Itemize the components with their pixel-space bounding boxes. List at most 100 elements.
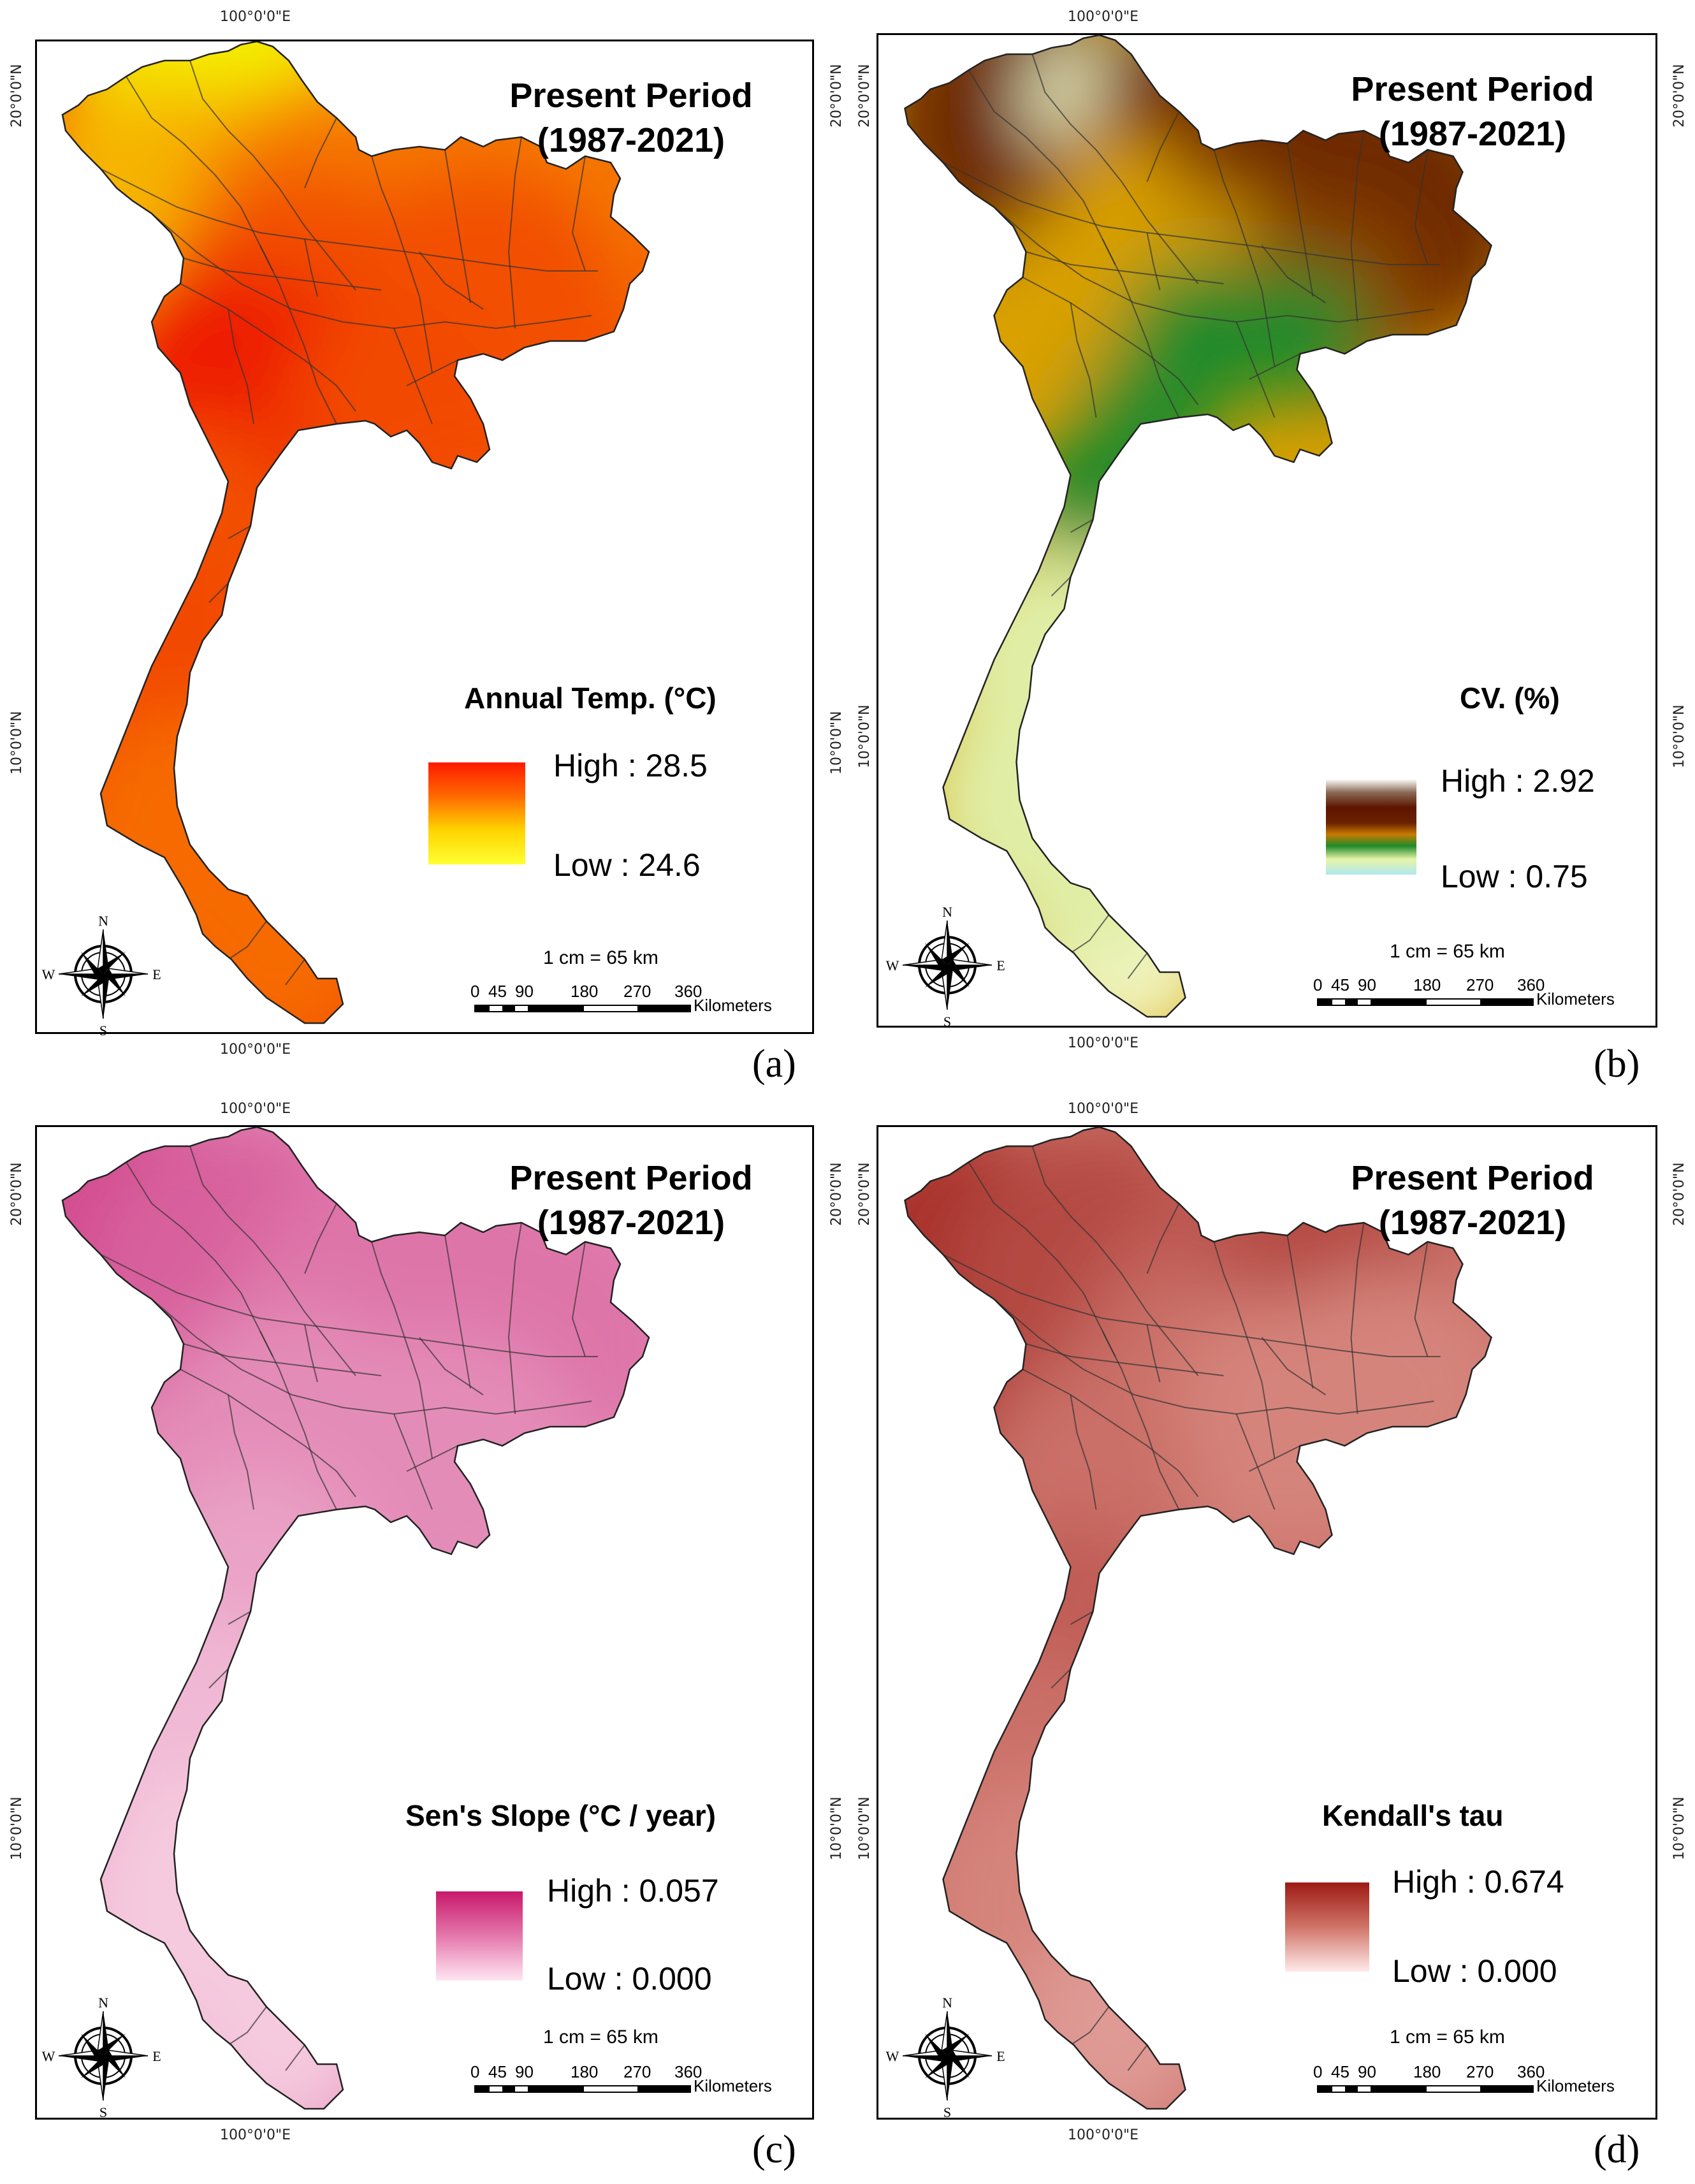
- scale-bar: [474, 2085, 691, 2093]
- title-line-2: (1987-2021): [537, 121, 725, 159]
- legend-low: Low : 24.6: [553, 847, 701, 883]
- compass-n-label: N: [942, 1995, 952, 2011]
- panel-label: (a): [752, 1042, 796, 1086]
- map-frame: [35, 1125, 814, 2120]
- panel-label: (c): [752, 2128, 796, 2171]
- legend-title: Sen's Slope (°C / year): [405, 1799, 716, 1832]
- scale-ratio: 1 cm = 65 km: [543, 2027, 658, 2048]
- lat-label-right-mid: 10°0'0"N: [829, 711, 845, 775]
- scale-tick-0: 0: [1313, 975, 1323, 994]
- compass-rose-icon: N S E W: [42, 913, 161, 1038]
- scale-tick-180: 180: [571, 982, 599, 1001]
- lat-label-left-mid: 10°0'0"N: [9, 1796, 25, 1860]
- scale-tick-360: 360: [674, 2062, 702, 2081]
- lon-label-top: 100°0'0"E: [220, 9, 291, 25]
- scale-tick-270: 270: [1466, 975, 1494, 994]
- legend-low: Low : 0.75: [1441, 859, 1588, 894]
- legend-low: Low : 0.000: [547, 1961, 712, 1997]
- compass-n-label: N: [942, 904, 952, 920]
- scale-unit: Kilometers: [694, 2076, 772, 2095]
- lat-label-left-top: 20°0'0"N: [857, 1162, 873, 1226]
- lat-label-right-mid: 10°0'0"N: [1671, 1796, 1687, 1860]
- scale-tick-90: 90: [1358, 975, 1376, 994]
- compass-w-label: W: [42, 966, 55, 982]
- scale-unit: Kilometers: [1536, 989, 1615, 1008]
- lat-label-right-top: 20°0'0"N: [1671, 64, 1687, 127]
- lat-label-left-mid: 10°0'0"N: [857, 704, 873, 768]
- lat-label-left-top: 20°0'0"N: [9, 64, 25, 127]
- scale-tick-45: 45: [488, 2062, 507, 2081]
- scale-tick-180: 180: [1413, 2062, 1441, 2081]
- compass-w-label: W: [42, 2048, 55, 2064]
- lat-label-left-top: 20°0'0"N: [857, 64, 873, 127]
- scale-tick-270: 270: [1466, 2062, 1494, 2081]
- legend-color-ramp: [1285, 1882, 1369, 1972]
- scale-tick-0: 0: [1313, 2062, 1323, 2081]
- scale-tick-90: 90: [515, 982, 534, 1001]
- compass-s-label: S: [99, 1023, 107, 1038]
- legend-high: High : 0.674: [1392, 1864, 1564, 1900]
- scale-tick-0: 0: [470, 2062, 480, 2081]
- scale-tick-45: 45: [488, 982, 507, 1001]
- compass-s-label: S: [943, 1014, 951, 1029]
- thailand-map: [904, 1127, 1492, 2110]
- compass-e-label: E: [152, 966, 161, 982]
- scale-tick-360: 360: [674, 982, 702, 1001]
- legend-high: High : 2.92: [1441, 763, 1595, 799]
- title-line-1: Present Period: [1351, 70, 1594, 108]
- scale-tick-45: 45: [1331, 975, 1349, 994]
- legend-low: Low : 0.000: [1392, 1953, 1557, 1989]
- compass-rose-icon: N S E W: [42, 1995, 161, 2120]
- map-frame: [877, 1125, 1657, 2120]
- legend-high: High : 28.5: [553, 748, 708, 783]
- thailand-map: [904, 35, 1492, 1018]
- scale-bar: [1317, 2085, 1534, 2093]
- panel-label: (b): [1594, 1042, 1640, 1086]
- scale-tick-360: 360: [1517, 975, 1545, 994]
- compass-s-label: S: [943, 2104, 951, 2120]
- map-frame: [877, 33, 1657, 1028]
- scale-tick-90: 90: [515, 2062, 534, 2081]
- compass-rose-icon: N S E W: [886, 904, 1005, 1029]
- panel-title: Present Period (1987-2021): [1307, 67, 1638, 156]
- scale-tick-270: 270: [623, 2062, 651, 2081]
- panel-b: 100°0'0"E 20°0'0"N 10°0'0"N 20°0'0"N 10°…: [848, 0, 1695, 1092]
- legend-title: CV. (%): [1460, 681, 1560, 715]
- lon-label-bottom: 100°0'0"E: [1068, 2127, 1139, 2143]
- scale-tick-45: 45: [1331, 2062, 1349, 2081]
- panel-c: 100°0'0"E 20°0'0"N 10°0'0"N 20°0'0"N 10°…: [0, 1092, 847, 2184]
- lat-label-left-top: 20°0'0"N: [9, 1162, 25, 1226]
- scale-ratio: 1 cm = 65 km: [543, 947, 658, 968]
- lon-label-top: 100°0'0"E: [220, 1101, 291, 1117]
- compass-e-label: E: [996, 957, 1005, 973]
- lat-label-right-mid: 10°0'0"N: [829, 1796, 845, 1860]
- scale-tick-0: 0: [470, 982, 480, 1001]
- panel-d: 100°0'0"E 20°0'0"N 10°0'0"N 20°0'0"N 10°…: [848, 1092, 1695, 2184]
- lon-label-bottom: 100°0'0"E: [1068, 1035, 1139, 1051]
- title-line-2: (1987-2021): [1378, 115, 1567, 153]
- compass-s-label: S: [99, 2104, 107, 2120]
- compass-e-label: E: [152, 2048, 161, 2064]
- scale-tick-270: 270: [623, 982, 651, 1001]
- panel-title: Present Period (1987-2021): [465, 73, 797, 163]
- panel-a: 100°0'0"E 20°0'0"N 10°0'0"N 20°0'0"N 10°…: [0, 0, 847, 1092]
- title-line-2: (1987-2021): [1378, 1204, 1567, 1242]
- scale-unit: Kilometers: [1536, 2076, 1615, 2095]
- legend-color-ramp: [436, 1891, 523, 1981]
- scale-tick-180: 180: [1413, 975, 1441, 994]
- scale-bar: [474, 1005, 691, 1012]
- compass-n-label: N: [98, 913, 108, 929]
- lat-label-left-mid: 10°0'0"N: [9, 711, 25, 775]
- lon-label-bottom: 100°0'0"E: [220, 1042, 291, 1058]
- panel-title: Present Period (1987-2021): [1307, 1156, 1638, 1245]
- compass-w-label: W: [886, 2048, 899, 2064]
- lon-label-top: 100°0'0"E: [1068, 1101, 1139, 1117]
- lat-label-right-top: 20°0'0"N: [829, 1162, 845, 1226]
- compass-rose-icon: N S E W: [886, 1995, 1005, 2120]
- lat-label-right-top: 20°0'0"N: [829, 64, 845, 127]
- legend-title: Kendall's tau: [1322, 1799, 1504, 1832]
- scale-bar: [1317, 998, 1534, 1006]
- panel-label: (d): [1594, 2128, 1640, 2171]
- scale-tick-180: 180: [571, 2062, 599, 2081]
- scale-unit: Kilometers: [694, 996, 772, 1015]
